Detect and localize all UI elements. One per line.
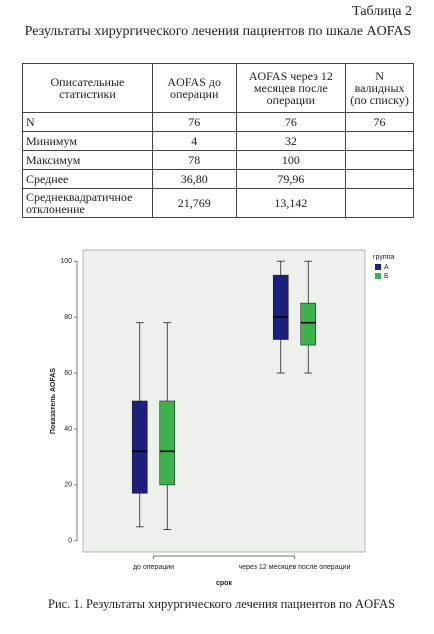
table-label: Таблица 2	[352, 4, 412, 19]
y-tick-label: 0	[68, 538, 72, 545]
table-cell: 76	[151, 112, 237, 132]
table-cell: Среднее	[22, 169, 153, 189]
table-cell: 4	[151, 131, 237, 151]
plot-area	[82, 249, 366, 553]
x-tick-label: через 12 месяцев после операции	[239, 564, 351, 571]
legend-swatch	[375, 264, 381, 270]
table-cell	[345, 131, 414, 151]
x-tick-label: до операции	[133, 564, 174, 571]
table-row: Среднее 36,80 79,96	[22, 169, 414, 189]
box	[159, 400, 176, 486]
box	[272, 274, 289, 340]
x-axis-label: срок	[216, 580, 232, 587]
table-cell: Среднеквадратичное отклонение	[22, 188, 153, 218]
y-tick-label: 20	[64, 482, 72, 489]
y-tick-label: 100	[60, 258, 72, 265]
table-row: N 76 76 76	[22, 112, 414, 132]
table-row: Описательные статистики AOFAS до операции…	[22, 63, 414, 113]
table-cell: 36,80	[151, 169, 237, 189]
y-tick-label: 60	[64, 370, 72, 377]
y-axis-label: Показатель AOFAS	[50, 368, 57, 435]
table-cell: N валидных (по списку)	[345, 63, 414, 113]
table: Описательные статистики AOFAS до операции…	[22, 63, 414, 218]
table-cell	[345, 188, 414, 218]
legend-title: группа	[373, 254, 394, 261]
table-cell: 13,142	[235, 188, 347, 218]
table-row: Среднеквадратичное отклонение 21,769 13,14…	[22, 188, 414, 218]
box	[131, 400, 148, 494]
table-row: Максимум 78 100	[22, 150, 414, 170]
table-cell: 100	[235, 150, 347, 170]
y-tick-label: 40	[64, 426, 72, 433]
legend-label: Б	[384, 273, 389, 280]
table-cell: 79,96	[235, 169, 347, 189]
table-cell	[345, 150, 414, 170]
table-cell: 76	[345, 112, 414, 132]
table-cell: N	[22, 112, 153, 132]
table-title: Результаты хирургического лечения пациен…	[24, 24, 412, 39]
table-cell: 21,769	[151, 188, 237, 218]
table-row: Минимум 4 32	[22, 131, 414, 151]
table-cell: Минимум	[22, 131, 153, 151]
caption: Рис. 1. Результаты хирургического лечени…	[48, 597, 396, 611]
y-tick-label: 80	[64, 314, 72, 321]
table-cell: AOFAS до операции	[151, 63, 237, 113]
table-cell: Описательные статистики	[22, 63, 153, 113]
table-cell: 78	[151, 150, 237, 170]
chart: 0 20 40 60 80 100 Показатель AOFAS срок до опера…	[50, 249, 394, 587]
box	[300, 302, 317, 346]
legend-swatch	[375, 273, 381, 279]
table-cell: 76	[235, 112, 347, 132]
table-cell: 32	[235, 131, 347, 151]
table-cell: Максимум	[22, 150, 153, 170]
table-cell	[345, 169, 414, 189]
table-cell: AOFAS через 12 месяцев после операции	[235, 63, 347, 113]
legend-label: А	[384, 264, 389, 271]
